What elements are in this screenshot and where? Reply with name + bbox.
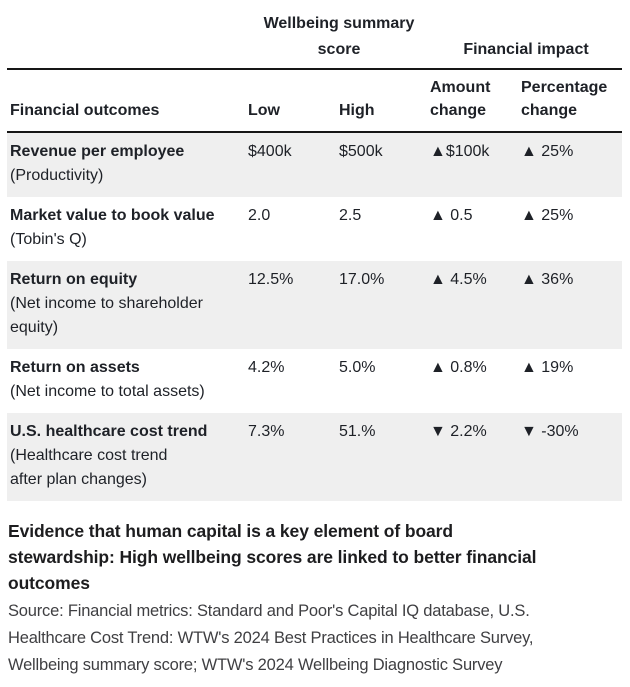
- row-label: Return on assets (Net income to total as…: [7, 356, 248, 404]
- spanner-empty-cell: [7, 10, 248, 68]
- column-header-percentage-change: Percentage change: [521, 79, 608, 119]
- column-header-high: High: [339, 102, 375, 119]
- column-header-low: Low: [248, 102, 280, 119]
- high-value-cell: 5.0%: [339, 359, 376, 376]
- percentage-change-cell: ▼ -30%: [521, 423, 579, 440]
- header-rule: [7, 131, 622, 133]
- column-header-amount-change: Amount change: [430, 79, 491, 119]
- wellbeing-summary-score-spanner: Wellbeing summary score: [263, 15, 415, 58]
- amount-change-cell: ▲ 0.8%: [430, 359, 487, 376]
- row-name: Revenue per employee: [10, 143, 185, 160]
- percentage-change-cell: ▲ 36%: [521, 271, 574, 288]
- financial-outcomes-table: Wellbeing summary score Financial impact…: [7, 10, 622, 501]
- row-subtitle: (Productivity): [10, 167, 104, 184]
- high-value-cell: $500k: [339, 143, 383, 160]
- table-row-revenue-per-employee: Revenue per employee (Productivity) $400…: [7, 133, 622, 197]
- top-rule: [7, 68, 622, 70]
- percentage-change-cell: ▲ 25%: [521, 207, 574, 224]
- low-value-cell: 12.5%: [248, 271, 294, 288]
- row-label: Revenue per employee (Productivity): [7, 140, 248, 188]
- row-name: Market value to book value: [10, 207, 215, 224]
- column-header-row: Financial outcomes Low High Amount chang…: [7, 70, 622, 131]
- financial-impact-spanner: Financial impact: [463, 41, 589, 58]
- caption-block: Evidence that human capital is a key ele…: [7, 518, 622, 679]
- caption-source: Source: Financial metrics: Standard and …: [8, 602, 534, 674]
- high-value-cell: 17.0%: [339, 271, 385, 288]
- percentage-change-cell: ▲ 25%: [521, 143, 574, 160]
- amount-change-cell: ▲$100k: [430, 143, 490, 160]
- table-row-return-on-assets: Return on assets (Net income to total as…: [7, 349, 622, 413]
- spanner-header-row: Wellbeing summary score Financial impact: [7, 10, 622, 68]
- high-value-cell: 2.5: [339, 207, 362, 224]
- row-subtitle: (Tobin's Q): [10, 231, 87, 248]
- row-label: Return on equity (Net income to sharehol…: [7, 268, 248, 340]
- low-value-cell: 4.2%: [248, 359, 285, 376]
- table-row-us-healthcare-cost-trend: U.S. healthcare cost trend (Healthcare c…: [7, 413, 622, 501]
- percentage-change-cell: ▲ 19%: [521, 359, 574, 376]
- row-name: U.S. healthcare cost trend: [10, 423, 208, 440]
- row-subtitle: (Healthcare cost trend after plan change…: [10, 447, 168, 488]
- table-row-market-value-to-book-value: Market value to book value (Tobin's Q) 2…: [7, 197, 622, 261]
- low-value-cell: 2.0: [248, 207, 271, 224]
- amount-change-cell: ▼ 2.2%: [430, 423, 487, 440]
- row-label: Market value to book value (Tobin's Q): [7, 204, 248, 252]
- amount-change-cell: ▲ 0.5: [430, 207, 473, 224]
- row-label: U.S. healthcare cost trend (Healthcare c…: [7, 420, 248, 492]
- table-row-return-on-equity: Return on equity (Net income to sharehol…: [7, 261, 622, 349]
- row-subtitle: (Net income to total assets): [10, 383, 205, 400]
- amount-change-cell: ▲ 4.5%: [430, 271, 487, 288]
- row-subtitle: (Net income to shareholder equity): [10, 295, 203, 336]
- row-name: Return on equity: [10, 271, 138, 288]
- high-value-cell: 51.%: [339, 423, 376, 440]
- caption-title: Evidence that human capital is a key ele…: [8, 521, 537, 593]
- row-name: Return on assets: [10, 359, 140, 376]
- column-header-financial-outcomes: Financial outcomes: [10, 102, 160, 119]
- low-value-cell: $400k: [248, 143, 292, 160]
- low-value-cell: 7.3%: [248, 423, 285, 440]
